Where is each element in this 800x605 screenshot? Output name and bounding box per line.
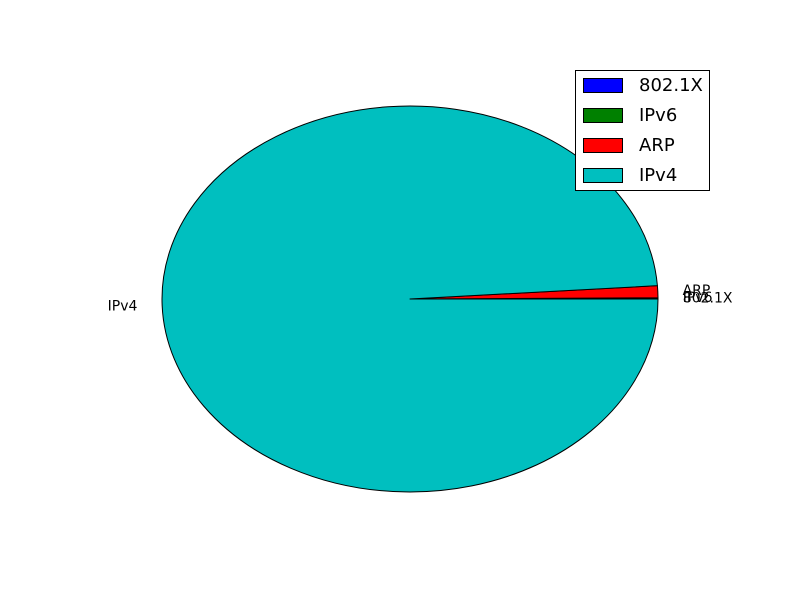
legend-swatch-ipv6 — [583, 108, 623, 123]
legend-label-ipv6: IPv6 — [639, 105, 677, 126]
legend-swatch-ipv4 — [583, 168, 623, 183]
pie-label-ipv4: IPv4 — [108, 298, 138, 314]
legend-label-arp: ARP — [639, 135, 675, 156]
legend: 802.1X IPv6 ARP IPv4 — [575, 70, 710, 191]
pie-slices — [161, 105, 659, 493]
pie-label-arp: ARP — [683, 283, 711, 299]
legend-label-802-1x: 802.1X — [639, 75, 703, 96]
legend-swatch-arp — [583, 138, 623, 153]
legend-entries: 802.1X IPv6 ARP IPv4 — [583, 75, 703, 186]
legend-swatch-802-1x — [583, 78, 623, 93]
legend-label-ipv4: IPv4 — [639, 165, 677, 186]
pie-slice-ipv4 — [161, 105, 659, 493]
pie-label-802-1x: 802.1X — [683, 291, 733, 307]
pie-label-ipv6: IPv6 — [683, 290, 713, 306]
